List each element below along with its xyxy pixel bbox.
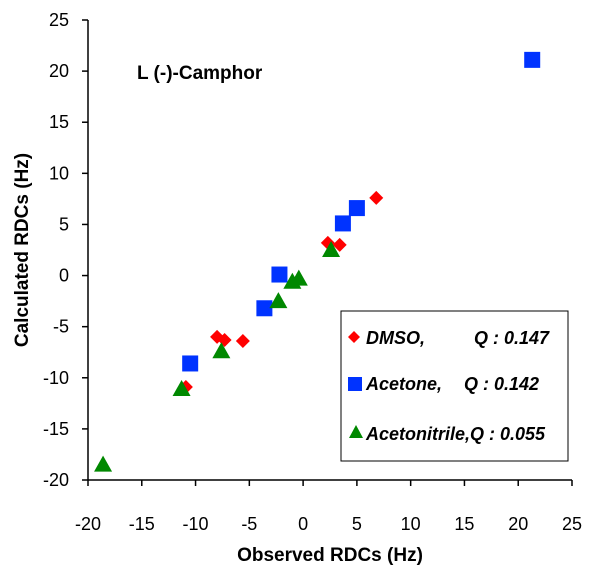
tick-labels: -20 -15 -10 -5 0 5 10 15 20 25 25 20 15 10 5 0 -5 -10 -15 -… [43,10,582,534]
ticks [82,19,573,486]
y-tick-label: -10 [43,368,69,388]
data-point [182,355,199,372]
data-point [334,215,351,232]
data-point [348,200,365,217]
legend-q-acetone: Q : 0.142 [464,374,539,394]
data-point [94,455,113,472]
x-tick-label: 15 [454,514,474,534]
data-point [283,272,302,289]
y-tick-label: 10 [49,163,69,183]
legend-q-acetonitrile: Q : 0.055 [470,424,546,444]
legend-box [340,310,569,462]
legend: DMSO, Q : 0.147 Acetone, Q : 0.142 Aceto… [340,310,569,462]
legend-item-dmso: DMSO, Q : 0.147 [348,328,550,348]
y-axis-title: Calculated RDCs (Hz) [12,153,33,347]
x-tick-label: 20 [508,514,528,534]
legend-item-acetone: Acetone, Q : 0.142 [348,374,539,394]
x-tick-label: -20 [75,514,101,534]
data-point [210,329,225,344]
axes [87,20,572,481]
data-point [322,241,341,257]
legend-marker-acetone [348,377,362,391]
y-tick-label: 15 [49,112,69,132]
y-tick-label: 20 [49,61,69,81]
x-tick-label: 5 [352,514,362,534]
data-point [271,266,288,283]
data-point [369,190,384,205]
x-tick-label: 10 [401,514,421,534]
legend-q-dmso: Q : 0.147 [474,328,550,348]
data-point [256,300,273,317]
legend-marker-dmso [348,331,360,343]
legend-marker-acetonitrile [349,425,363,438]
chart-annotation: L (-)-Camphor [137,63,263,84]
x-tick-label: -10 [183,514,209,534]
y-tick-label: -15 [43,419,69,439]
data-points [94,51,541,472]
y-tick-label: -5 [53,317,69,337]
y-tick-label: 25 [49,10,69,30]
data-point [524,51,541,68]
data-point [235,333,250,348]
y-tick-label: 0 [59,266,69,286]
data-point [269,292,288,309]
x-tick-label: 25 [562,514,582,534]
x-tick-label: 0 [298,514,308,534]
legend-label-acetone: Acetone, [365,374,442,394]
legend-label-acetonitrile: Acetonitrile, [365,424,470,444]
series-1 [182,51,541,372]
y-tick-label: -20 [43,470,69,490]
x-tick-label: -5 [241,514,257,534]
x-axis-title: Observed RDCs (Hz) [237,545,423,566]
legend-label-dmso: DMSO, [366,328,425,348]
x-tick-label: -15 [129,514,155,534]
data-point [332,237,347,252]
y-tick-label: 5 [59,214,69,234]
data-point [212,342,231,359]
series-2 [94,241,341,472]
legend-item-acetonitrile: Acetonitrile, Q : 0.055 [349,424,546,444]
data-point [172,380,191,397]
